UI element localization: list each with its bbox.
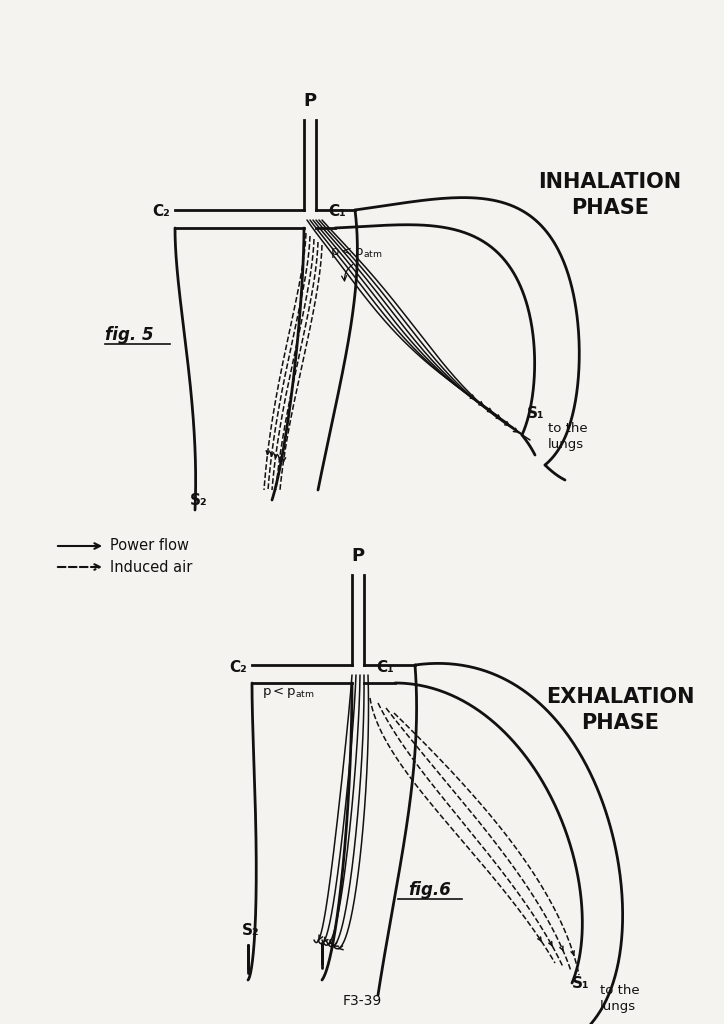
Text: F3-39: F3-39 [342,994,382,1008]
Text: Induced air: Induced air [110,559,193,574]
Text: S₂: S₂ [242,923,260,938]
Text: C₂: C₂ [230,659,247,675]
Text: $\mathregular{p{<}p_{atm}}$: $\mathregular{p{<}p_{atm}}$ [262,685,315,700]
Text: C₂: C₂ [152,205,170,219]
Text: $\mathregular{p{<}p_{atm}}$: $\mathregular{p{<}p_{atm}}$ [330,245,383,260]
Text: S₂: S₂ [190,493,208,508]
Text: to the
lungs: to the lungs [600,984,639,1013]
Text: EXHALATION
PHASE: EXHALATION PHASE [546,687,694,733]
Text: P: P [351,547,365,565]
Text: fig. 5: fig. 5 [105,326,153,344]
Text: S₁: S₁ [572,976,589,991]
Text: to the
lungs: to the lungs [548,422,588,451]
Text: S₁: S₁ [527,406,544,421]
Text: fig.6: fig.6 [408,881,452,899]
Text: C₁: C₁ [328,205,346,219]
Text: C₁: C₁ [376,659,394,675]
Text: P: P [303,92,316,110]
Text: INHALATION
PHASE: INHALATION PHASE [539,172,681,218]
Text: Power flow: Power flow [110,539,189,554]
